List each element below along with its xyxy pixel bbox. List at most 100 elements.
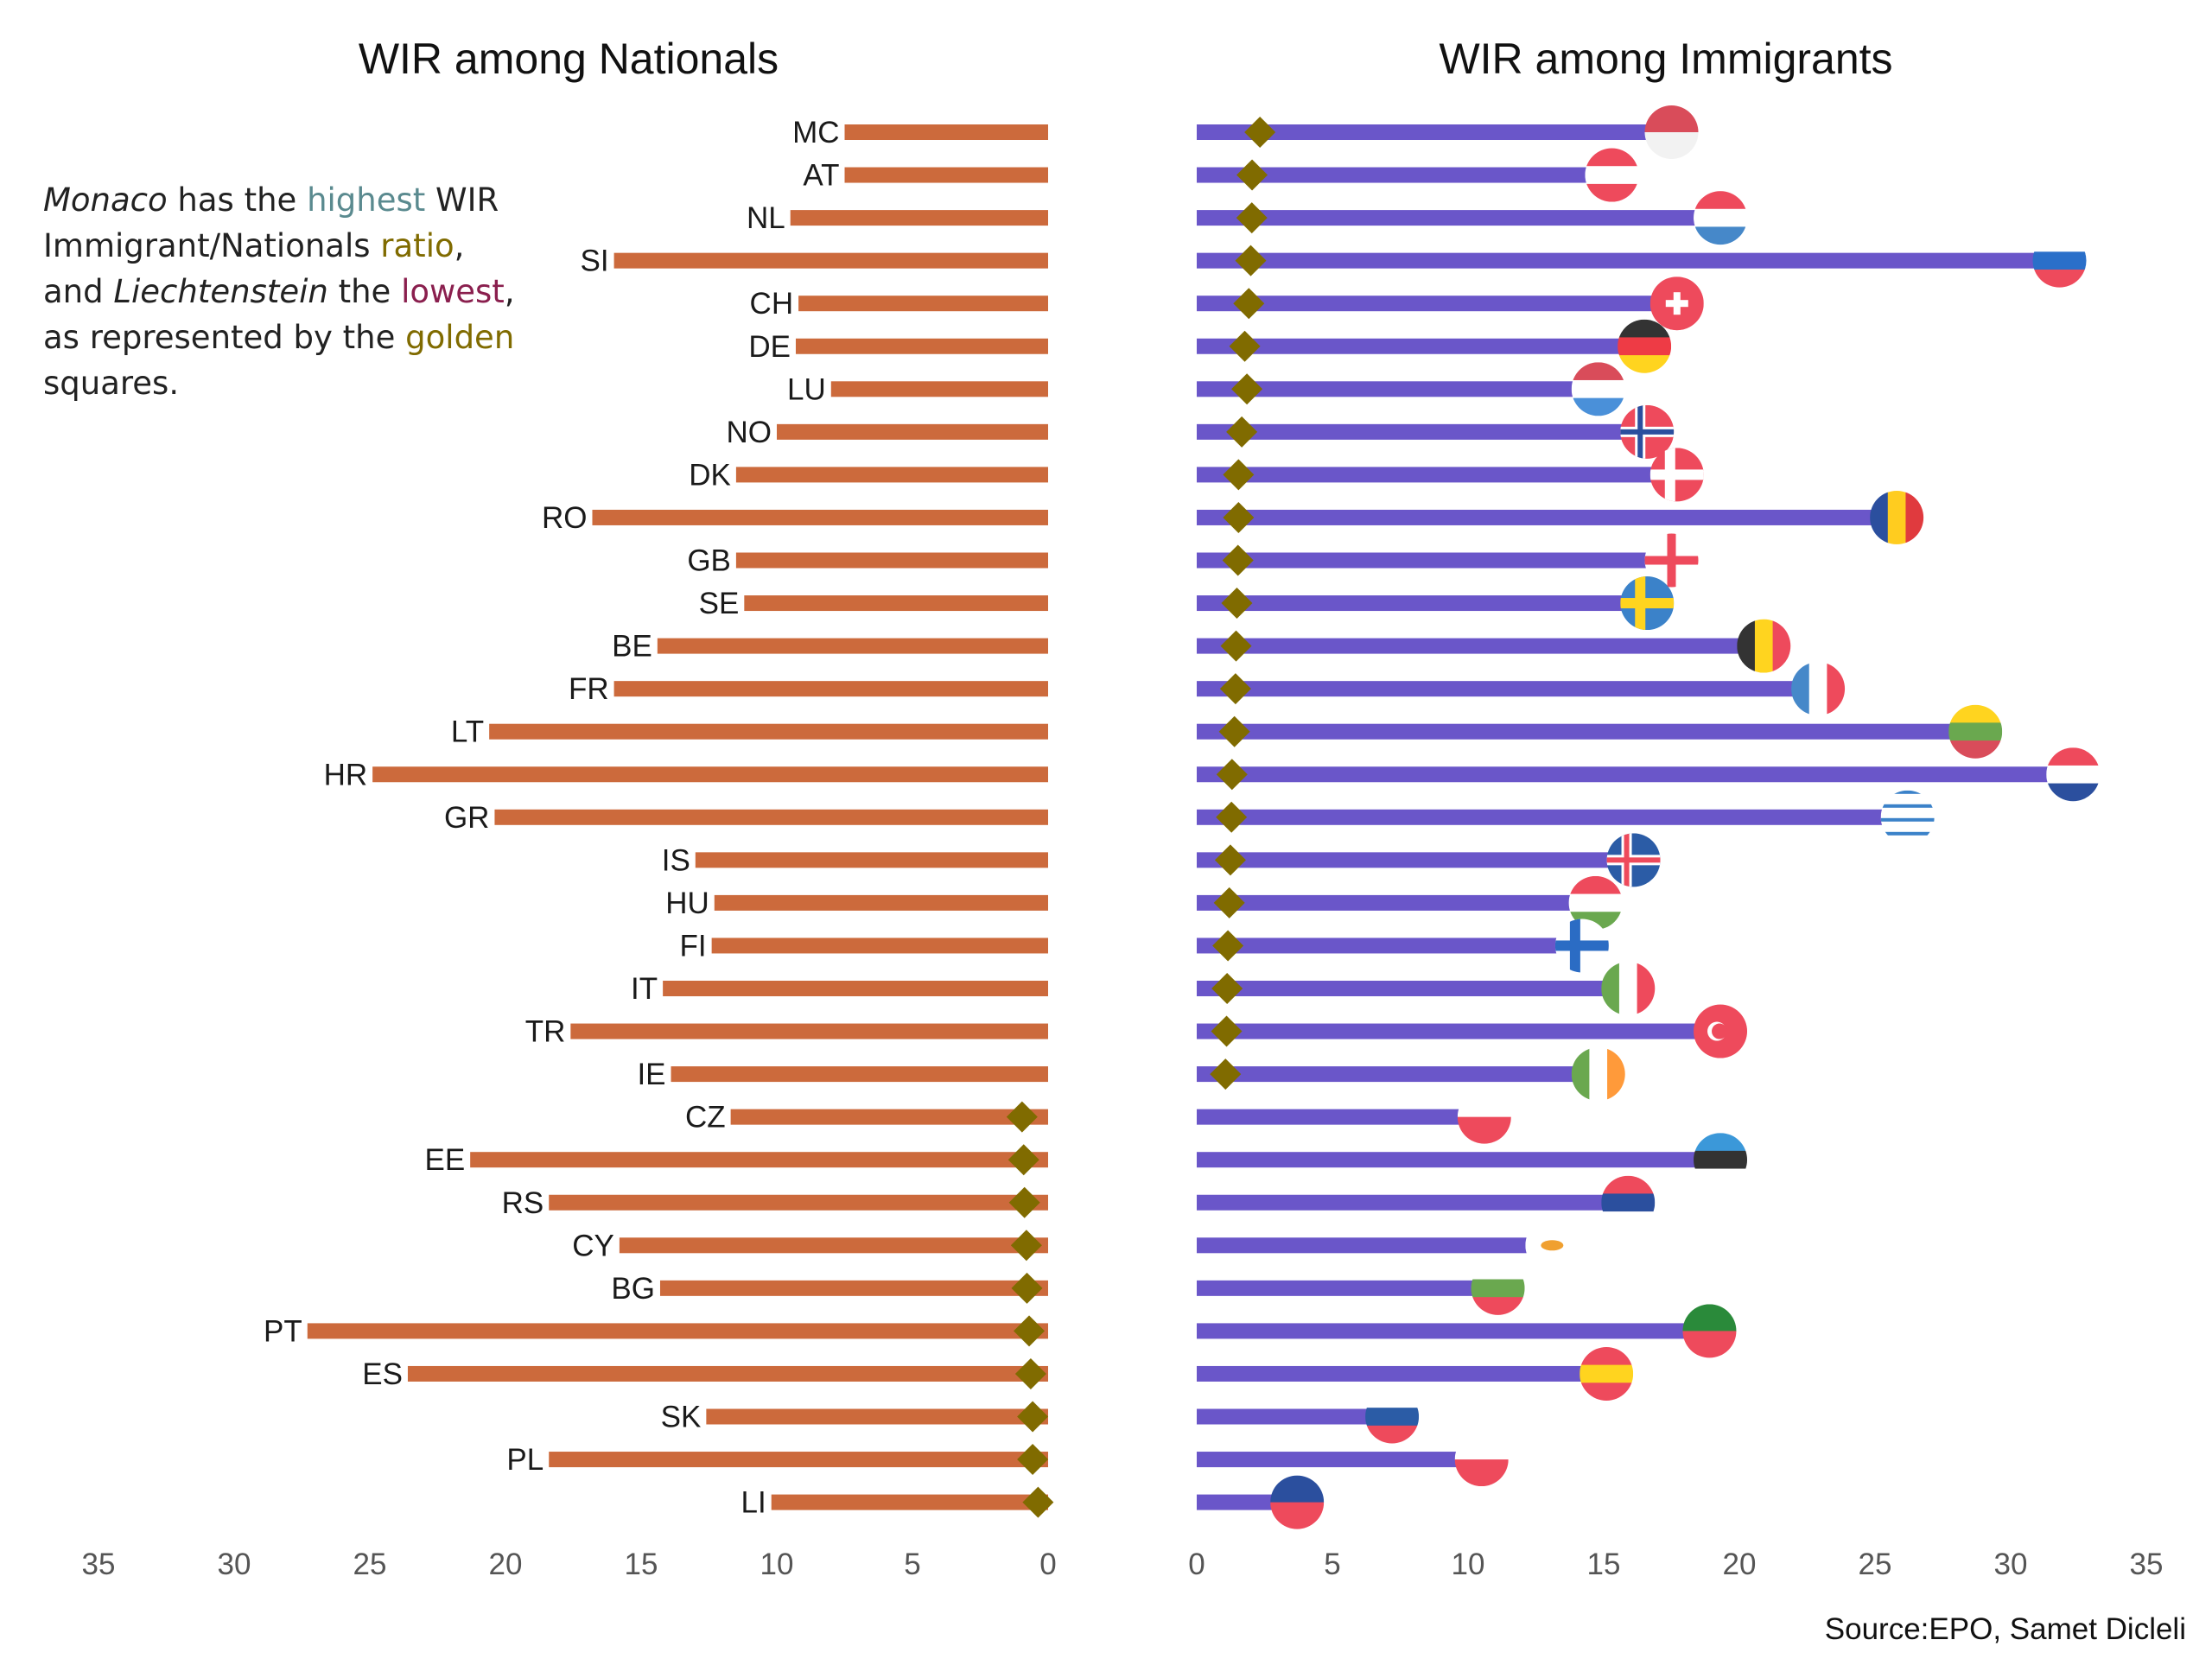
bar-nationals-be	[657, 638, 1048, 654]
label-nationals-fr: FR	[569, 672, 609, 706]
flag-icon-be	[1737, 619, 1791, 673]
tick-nationals-20: 20	[489, 1548, 523, 1581]
label-nationals-si: SI	[581, 245, 609, 278]
annotation-golden: golden	[405, 319, 515, 356]
ratio-marker-immigrants-gr	[1216, 801, 1248, 833]
flag-icon-pl	[1454, 1433, 1509, 1487]
flag-icon-ee	[1694, 1133, 1748, 1187]
bar-immigrants-lu	[1197, 381, 1599, 397]
bar-nationals-ch	[798, 296, 1048, 312]
tick-nationals-15: 15	[625, 1548, 658, 1581]
immigrants-x-axis: 0 5 10 15 20 25 30 35	[1188, 1548, 2163, 1581]
ratio-marker-immigrants-at	[1236, 159, 1268, 191]
ratio-marker-immigrants-hr	[1216, 759, 1248, 791]
bar-immigrants-rs	[1197, 1194, 1629, 1211]
ratio-marker-immigrants-is	[1214, 844, 1246, 876]
bar-nationals-fr	[613, 681, 1048, 697]
label-nationals-li: LI	[741, 1486, 766, 1520]
bar-immigrants-bg	[1197, 1280, 1498, 1296]
bar-nationals-nl	[790, 210, 1048, 226]
ratio-marker-nationals-sk	[1017, 1401, 1049, 1433]
bar-nationals-bg	[659, 1280, 1048, 1296]
tick-nationals-0: 0	[1039, 1548, 1056, 1581]
ratio-marker-immigrants-it	[1211, 973, 1243, 1004]
label-nationals-tr: TR	[525, 1015, 566, 1049]
bar-nationals-cz	[730, 1109, 1048, 1125]
ratio-marker-immigrants-mc	[1244, 117, 1276, 148]
flag-icon-ie	[1571, 1047, 1625, 1102]
ratio-marker-immigrants-tr	[1211, 1015, 1243, 1047]
bar-immigrants-ee	[1197, 1152, 1721, 1168]
ratio-marker-immigrants-ie	[1210, 1058, 1242, 1090]
label-nationals-se: SE	[699, 587, 740, 620]
label-nationals-mc: MC	[792, 116, 839, 149]
flag-icon-fr	[1791, 662, 1846, 716]
label-nationals-ee: EE	[424, 1143, 465, 1177]
flag-icon-rs	[1601, 1175, 1656, 1230]
flag-icon-it	[1601, 962, 1656, 1015]
tick-immigrants-0: 0	[1188, 1548, 1205, 1581]
annotation-text-2: WIR Immigrant/Nationals	[43, 181, 499, 264]
bar-immigrants-no	[1197, 423, 1648, 440]
ratio-marker-immigrants-no	[1226, 416, 1258, 448]
bar-nationals-fi	[711, 938, 1048, 954]
tick-nationals-10: 10	[760, 1548, 794, 1581]
bar-immigrants-at	[1197, 167, 1612, 183]
flag-icon-nl	[1694, 191, 1748, 245]
flag-icon-tr	[1694, 1004, 1748, 1058]
ratio-marker-immigrants-lt	[1218, 715, 1250, 747]
flag-icon-ro	[1870, 490, 1924, 544]
label-nationals-bg: BG	[611, 1272, 655, 1306]
ratio-marker-nationals-cz	[1006, 1101, 1038, 1133]
label-nationals-de: DE	[748, 330, 791, 364]
bar-nationals-pl	[549, 1452, 1048, 1468]
bar-immigrants-ro	[1197, 509, 1897, 525]
label-nationals-be: BE	[612, 630, 652, 664]
tick-immigrants-5: 5	[1324, 1548, 1340, 1581]
flag-icon-fi	[1554, 918, 1609, 973]
flag-icon-at	[1585, 148, 1639, 202]
bar-immigrants-pt	[1197, 1323, 1710, 1339]
bar-immigrants-gb	[1197, 552, 1672, 569]
bar-nationals-it	[663, 981, 1048, 996]
bar-immigrants-ch	[1197, 296, 1677, 312]
annotation-text-3: , and	[43, 227, 465, 310]
flag-icon-li	[1270, 1475, 1325, 1529]
label-nationals-gr: GR	[444, 801, 490, 835]
label-nationals-lu: LU	[787, 372, 826, 406]
label-nationals-is: IS	[662, 843, 690, 877]
bar-immigrants-dk	[1197, 467, 1677, 483]
bar-nationals-rs	[549, 1194, 1048, 1211]
ratio-marker-nationals-rs	[1008, 1186, 1040, 1218]
label-nationals-hu: HU	[665, 887, 709, 920]
annotation-text-6: squares.	[43, 365, 180, 402]
bar-nationals-dk	[735, 467, 1048, 483]
ratio-marker-nationals-li	[1022, 1486, 1054, 1518]
bar-immigrants-cz	[1197, 1109, 1484, 1125]
annotation-liechtenstein: Liechtenstein	[113, 273, 328, 310]
label-nationals-gb: GB	[687, 544, 731, 578]
ratio-marker-nationals-cy	[1010, 1230, 1042, 1262]
label-nationals-fi: FI	[680, 929, 707, 963]
label-nationals-dk: DK	[689, 458, 731, 492]
ratio-marker-nationals-es	[1014, 1357, 1046, 1389]
bar-nationals-gb	[735, 552, 1048, 569]
label-nationals-ie: IE	[637, 1058, 665, 1091]
label-nationals-lt: LT	[451, 715, 484, 749]
flag-icon-cy	[1525, 1218, 1580, 1273]
tick-immigrants-20: 20	[1723, 1548, 1757, 1581]
label-nationals-ch: CH	[750, 287, 794, 321]
annotation-text-4: the	[327, 273, 402, 310]
bar-immigrants-mc	[1197, 124, 1672, 140]
bar-immigrants-ie	[1197, 1066, 1599, 1083]
bar-immigrants-it	[1197, 981, 1629, 996]
flag-icon-no	[1620, 404, 1675, 459]
flag-icon-mc	[1644, 105, 1699, 159]
label-nationals-hr: HR	[324, 758, 368, 791]
bar-nationals-de	[795, 338, 1048, 354]
bar-immigrants-tr	[1197, 1023, 1721, 1039]
ratio-marker-immigrants-dk	[1223, 459, 1255, 491]
bar-immigrants-es	[1197, 1365, 1607, 1382]
tick-immigrants-35: 35	[2130, 1548, 2164, 1581]
